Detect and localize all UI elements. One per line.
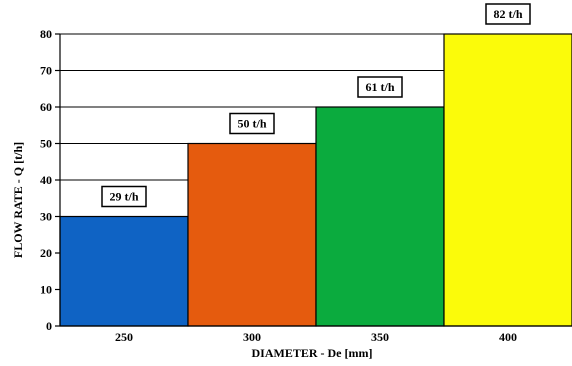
y-tick-label: 40 — [40, 173, 52, 187]
data-label-text: 61 t/h — [365, 80, 394, 94]
data-label-text: 29 t/h — [109, 190, 138, 204]
y-tick-label: 50 — [40, 137, 52, 151]
data-label-box — [485, 3, 531, 25]
data-label-300: 50 t/h — [229, 112, 275, 135]
data-label-box — [229, 112, 275, 135]
bar-300 — [187, 142, 317, 327]
bar-250 — [59, 215, 189, 327]
bar-400 — [443, 33, 572, 327]
x-tick-label: 300 — [243, 330, 261, 344]
y-tick-label: 0 — [46, 319, 52, 333]
x-tick-label: 250 — [115, 330, 133, 344]
y-tick-label: 80 — [40, 27, 52, 41]
data-label-250: 29 t/h — [101, 185, 147, 208]
y-axis-title: FLOW RATE - Q [t/h] — [11, 142, 25, 258]
bar-layer — [59, 33, 572, 327]
data-label-350: 61 t/h — [357, 76, 403, 98]
data-label-box — [101, 185, 147, 208]
y-tick-label: 30 — [40, 210, 52, 224]
x-axis-title: DIAMETER - De [mm] — [252, 346, 373, 360]
data-label-layer: 29 t/h 50 t/h 61 t/h 82 t/h — [101, 3, 531, 208]
axis-layer: 0 10 20 30 40 50 60 70 80 250 300 350 400 — [40, 27, 572, 344]
y-tick-label: 10 — [40, 283, 52, 297]
bar-350 — [315, 106, 445, 327]
y-tick-label: 60 — [40, 100, 52, 114]
data-label-text: 50 t/h — [237, 117, 266, 131]
y-tick-label: 70 — [40, 64, 52, 78]
data-label-text: 82 t/h — [493, 7, 522, 21]
y-tick-label: 20 — [40, 246, 52, 260]
x-tick-label: 350 — [371, 330, 389, 344]
data-label-box — [357, 76, 403, 98]
data-label-400: 82 t/h — [485, 3, 531, 25]
x-tick-label: 400 — [499, 330, 517, 344]
